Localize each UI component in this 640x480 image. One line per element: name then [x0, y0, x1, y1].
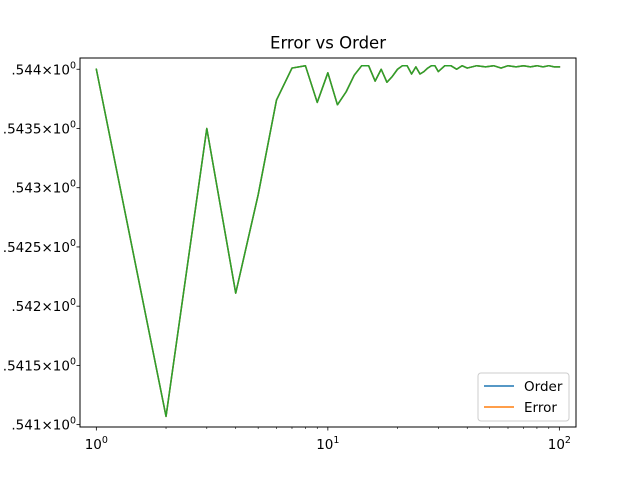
- y-tick-value: .544: [11, 62, 41, 78]
- y-tick-value: .542: [11, 299, 41, 315]
- y-tick-exponent: 0: [70, 179, 76, 190]
- y-tick-exponent: 0: [70, 356, 76, 367]
- x-tick-exponent: 0: [102, 435, 108, 446]
- y-tick-base: 10: [53, 358, 70, 374]
- y-tick-value: .5435: [3, 121, 42, 137]
- y-tick-label: .543×100: [11, 179, 76, 197]
- y-tick-label: .544×100: [11, 60, 76, 78]
- x-axis-ticks: 100 101 102: [85, 427, 571, 453]
- x-tick-exponent: 1: [333, 435, 339, 446]
- y-tick-label: .542×100: [11, 297, 76, 315]
- y-tick-base: 10: [53, 62, 70, 78]
- y-tick-base: 10: [53, 181, 70, 197]
- legend-label-order: Order: [524, 379, 563, 395]
- y-tick-times: ×: [41, 240, 52, 256]
- y-tick-times: ×: [41, 418, 52, 434]
- plot-area-frame: [79, 57, 577, 428]
- y-tick-label: .5415×100: [3, 356, 76, 374]
- y-tick-exponent: 0: [70, 60, 76, 71]
- legend-box: [477, 372, 570, 422]
- y-tick-base: 10: [53, 121, 70, 137]
- y-tick-base: 10: [53, 240, 70, 256]
- x-tick-label: 100: [85, 435, 108, 453]
- y-tick-base: 10: [53, 418, 70, 434]
- y-tick-label: .5425×100: [3, 238, 76, 256]
- y-axis-ticks: .541×100.5415×100.542×100.5425×100.543×1…: [3, 60, 80, 434]
- x-tick-label: 101: [316, 435, 339, 453]
- y-tick-value: .5425: [3, 240, 42, 256]
- series-line-unlabeled-2: [95, 64, 561, 418]
- legend-label-error: Error: [524, 400, 557, 416]
- x-tick-exponent: 2: [565, 435, 571, 446]
- y-tick-base: 10: [53, 299, 70, 315]
- y-tick-value: .5415: [3, 358, 42, 374]
- x-tick-label: 102: [548, 435, 571, 453]
- plot-lines: [95, 64, 561, 418]
- chart-title: Error vs Order: [270, 34, 386, 53]
- x-tick-base: 10: [85, 437, 102, 453]
- y-tick-exponent: 0: [70, 297, 76, 308]
- x-tick-base: 10: [548, 437, 565, 453]
- y-tick-exponent: 0: [70, 119, 76, 130]
- legend: Order Error: [477, 372, 570, 422]
- y-tick-value: .543: [11, 181, 41, 197]
- y-tick-times: ×: [41, 62, 52, 78]
- y-tick-times: ×: [41, 121, 52, 137]
- x-tick-base: 10: [316, 437, 333, 453]
- y-tick-label: .541×100: [11, 416, 76, 434]
- y-tick-times: ×: [41, 358, 52, 374]
- y-tick-value: .541: [11, 418, 41, 434]
- y-tick-exponent: 0: [70, 238, 76, 249]
- y-tick-exponent: 0: [70, 416, 76, 427]
- y-tick-times: ×: [41, 299, 52, 315]
- y-tick-label: .5435×100: [3, 119, 76, 137]
- y-tick-times: ×: [41, 181, 52, 197]
